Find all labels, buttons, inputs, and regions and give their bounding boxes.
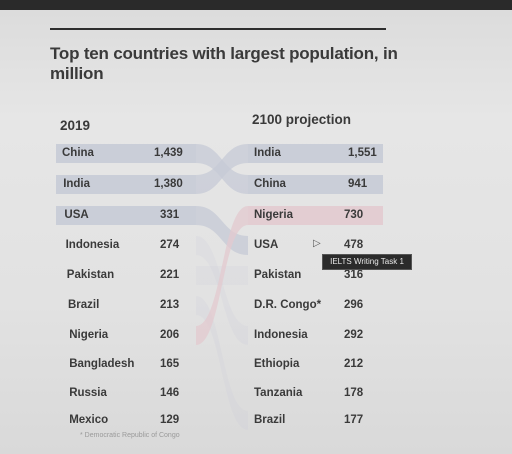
country-name: Indonesia bbox=[65, 239, 120, 251]
table-row: Indonesia 292 bbox=[248, 326, 383, 345]
population-value: 478 bbox=[344, 239, 364, 251]
table-row: China 1,439 bbox=[56, 144, 196, 163]
table-row: Russia 146 bbox=[56, 384, 196, 403]
population-value: 221 bbox=[160, 269, 180, 281]
band-right-1 bbox=[248, 175, 383, 194]
band-left-2 bbox=[56, 206, 196, 225]
footnote: * Democratic Republic of Congo bbox=[80, 432, 180, 439]
table-row: Ethiopia 212 bbox=[248, 355, 383, 374]
country-name: Ethiopia bbox=[254, 358, 300, 370]
country-name: Tanzania bbox=[254, 387, 303, 399]
connector-india bbox=[196, 144, 248, 194]
tooltip: IELTS Writing Task 1 bbox=[322, 254, 412, 270]
table-row: Brazil 213 bbox=[56, 296, 196, 315]
table-row: USA 331 bbox=[56, 206, 196, 225]
population-value: 1,380 bbox=[154, 178, 183, 190]
population-value: 146 bbox=[160, 387, 180, 399]
population-value: 730 bbox=[344, 209, 364, 221]
table-row: Tanzania 178 bbox=[248, 384, 383, 403]
country-name: India bbox=[254, 147, 281, 159]
column-header-2019: 2019 bbox=[60, 118, 91, 133]
connector-brazil bbox=[196, 296, 248, 430]
population-value: 178 bbox=[344, 387, 364, 399]
connector-indonesia bbox=[196, 236, 248, 345]
top-rule bbox=[50, 28, 386, 30]
population-value: 331 bbox=[160, 209, 180, 221]
table-row: Nigeria 206 bbox=[56, 326, 196, 345]
connector-usa bbox=[196, 206, 248, 255]
country-name: India bbox=[63, 178, 91, 190]
population-value: 212 bbox=[344, 358, 364, 370]
country-name: USA bbox=[254, 239, 279, 251]
population-value: 316 bbox=[344, 269, 364, 281]
country-name: Nigeria bbox=[254, 209, 293, 221]
connector-nigeria bbox=[196, 206, 248, 345]
country-name: Brazil bbox=[68, 299, 100, 311]
table-row: Pakistan 221 bbox=[56, 266, 196, 285]
country-name: Brazil bbox=[254, 414, 286, 426]
country-name: China bbox=[254, 178, 286, 190]
country-name: USA bbox=[64, 209, 89, 221]
table-row: Nigeria 730 bbox=[248, 206, 383, 225]
population-value: 274 bbox=[160, 239, 180, 251]
table-row: India 1,551 bbox=[248, 144, 383, 163]
country-name: D.R. Congo* bbox=[254, 299, 322, 311]
country-name: Pakistan bbox=[66, 269, 115, 281]
population-value: 206 bbox=[160, 329, 180, 341]
population-value: 941 bbox=[348, 178, 368, 190]
table-row: D.R. Congo* 296 bbox=[248, 296, 383, 315]
table-row: Mexico 129 bbox=[56, 411, 196, 430]
band-left-1 bbox=[56, 175, 196, 194]
population-value: 177 bbox=[344, 414, 364, 426]
country-name: Nigeria bbox=[69, 329, 109, 341]
country-name: Pakistan bbox=[254, 269, 302, 281]
population-value: 292 bbox=[344, 329, 364, 341]
country-name: China bbox=[62, 147, 94, 159]
table-row: China 941 bbox=[248, 175, 383, 194]
population-value: 296 bbox=[344, 299, 364, 311]
population-value: 1,439 bbox=[154, 147, 183, 159]
population-value: 213 bbox=[160, 299, 180, 311]
table-row: Pakistan 316 bbox=[248, 266, 383, 285]
population-value: 165 bbox=[160, 358, 180, 370]
country-name: Mexico bbox=[69, 414, 109, 426]
population-value: 1,551 bbox=[348, 147, 377, 159]
band-right-0 bbox=[248, 144, 383, 163]
table-row: Indonesia 274 bbox=[56, 236, 196, 255]
country-name: Indonesia bbox=[254, 329, 308, 341]
chart-title: Top ten countries with largest populatio… bbox=[50, 44, 398, 83]
table-row: USA 478 bbox=[248, 236, 383, 255]
table-row: Brazil 177 bbox=[248, 411, 383, 430]
country-name: Russia bbox=[69, 387, 107, 399]
band-left-0 bbox=[56, 144, 196, 163]
mouse-cursor-icon: ▷ bbox=[313, 238, 321, 249]
band-right-2 bbox=[248, 206, 383, 225]
column-header-2100: 2100 projection bbox=[252, 112, 352, 127]
country-name: Bangladesh bbox=[69, 358, 135, 370]
population-value: 129 bbox=[160, 414, 180, 426]
table-row: Bangladesh 165 bbox=[56, 355, 196, 374]
table-row: India 1,380 bbox=[56, 175, 196, 194]
